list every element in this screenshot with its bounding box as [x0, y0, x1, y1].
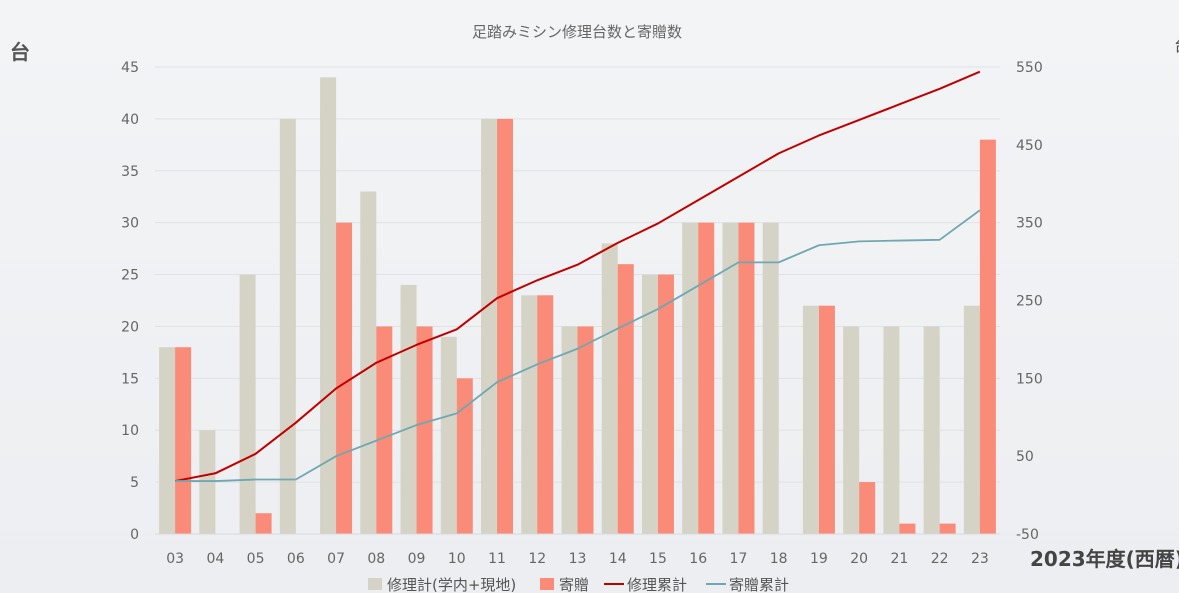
donation-bar — [859, 482, 876, 534]
x-tick-label: 09 — [408, 551, 426, 567]
repair-bar — [199, 430, 216, 534]
repair-bar — [159, 347, 176, 534]
donation-bar — [617, 264, 634, 534]
x-tick-label: 14 — [609, 551, 627, 567]
repair-bar — [279, 118, 296, 534]
repair-bar — [682, 222, 699, 534]
repair-bar — [963, 305, 980, 534]
repair-bar — [802, 305, 819, 534]
y-right-tick-label: 150 — [1016, 371, 1043, 387]
x-tick-label: 08 — [367, 551, 385, 567]
x-tick-label: 04 — [206, 551, 224, 567]
x-tick-label: 10 — [448, 551, 466, 567]
y-left-tick-label: 10 — [121, 423, 139, 439]
legend: 修理計(学内+現地) 寄贈 修理累計 寄贈累計 — [368, 576, 789, 593]
repair-bar — [440, 336, 457, 534]
donation-bar — [416, 326, 433, 534]
y-right-tick-label: 50 — [1016, 449, 1034, 465]
y-left-tick-label: 20 — [121, 319, 139, 335]
repair-bar — [923, 326, 940, 534]
x-tick-label: 22 — [931, 551, 949, 567]
y-right-tick-label: 250 — [1016, 294, 1043, 310]
y-left-tick-label: 30 — [121, 216, 139, 232]
donation-bar — [899, 523, 916, 534]
repair-bar — [762, 222, 779, 534]
y-left-tick-label: 5 — [130, 475, 139, 491]
x-tick-label: 15 — [649, 551, 667, 567]
legend-label: 修理累計 — [627, 576, 687, 593]
y-left-tick-label: 45 — [121, 60, 139, 76]
donation-bar — [979, 139, 996, 534]
repair-cumulative-line — [174, 70, 981, 483]
repair-bar — [400, 284, 417, 534]
donation-bar — [497, 118, 514, 534]
x-tick-label: 17 — [730, 551, 748, 567]
repair-bar — [360, 191, 377, 535]
x-tick-label: 21 — [890, 551, 908, 567]
axes: 051015202530354045-505015025035045055003… — [121, 60, 1043, 567]
x-tick-label: 13 — [569, 551, 587, 567]
repair-bar — [883, 326, 900, 534]
repair-bar — [601, 243, 618, 534]
x-tick-label: 05 — [247, 551, 265, 567]
donation-cumulative-line — [175, 209, 981, 482]
legend-label: 寄贈累計 — [729, 576, 789, 593]
x-tick-label: 07 — [327, 551, 345, 567]
donation-bar — [939, 523, 956, 534]
donation-bar — [818, 305, 835, 534]
x-tick-label: 11 — [488, 551, 506, 567]
donation-bar — [577, 326, 594, 534]
x-tick-label: 12 — [528, 551, 546, 567]
legend-label: 修理計(学内+現地) — [387, 576, 516, 593]
legend-label: 寄贈 — [559, 576, 589, 593]
repair-bar — [320, 77, 337, 534]
x-axis-title: 2023年度(西暦) — [1030, 547, 1179, 571]
repair-bar — [722, 222, 739, 534]
repair-bar — [561, 326, 578, 534]
lines — [174, 70, 981, 483]
x-tick-label: 20 — [850, 551, 868, 567]
left-axis-unit: 台 — [10, 40, 30, 64]
donation-bar — [698, 222, 715, 534]
y-right-tick-label: 350 — [1016, 216, 1043, 232]
bars — [159, 77, 996, 535]
donation-bar — [657, 274, 674, 534]
repair-bar — [481, 118, 498, 534]
y-right-tick-label: -50 — [1016, 527, 1039, 543]
y-left-tick-label: 35 — [121, 164, 139, 180]
y-right-tick-label: 450 — [1016, 138, 1043, 154]
y-left-tick-label: 0 — [130, 527, 139, 543]
x-tick-label: 18 — [770, 551, 788, 567]
x-tick-label: 16 — [689, 551, 707, 567]
y-left-tick-label: 15 — [121, 371, 139, 387]
x-tick-label: 19 — [810, 551, 828, 567]
donation-bar — [738, 222, 755, 534]
repair-bar — [239, 274, 256, 534]
legend-swatch — [368, 578, 382, 590]
donation-bar — [175, 347, 192, 534]
donation-bar — [537, 295, 554, 534]
donation-bar — [456, 378, 473, 534]
repair-bar — [641, 274, 658, 534]
y-right-tick-label: 550 — [1016, 60, 1043, 76]
donation-bar — [336, 222, 353, 534]
y-left-tick-label: 40 — [121, 112, 139, 128]
y-left-tick-label: 25 — [121, 268, 139, 284]
donation-bar — [255, 513, 272, 534]
repair-bar — [843, 326, 860, 534]
x-tick-label: 23 — [971, 551, 989, 567]
donation-bar — [376, 326, 393, 534]
chart-title: 足踏みミシン修理台数と寄贈数 — [472, 23, 682, 41]
x-tick-label: 03 — [166, 551, 184, 567]
repair-bar — [521, 295, 538, 534]
legend-swatch — [540, 578, 554, 590]
x-tick-label: 06 — [287, 551, 305, 567]
right-axis-unit: 台 — [1174, 32, 1179, 56]
